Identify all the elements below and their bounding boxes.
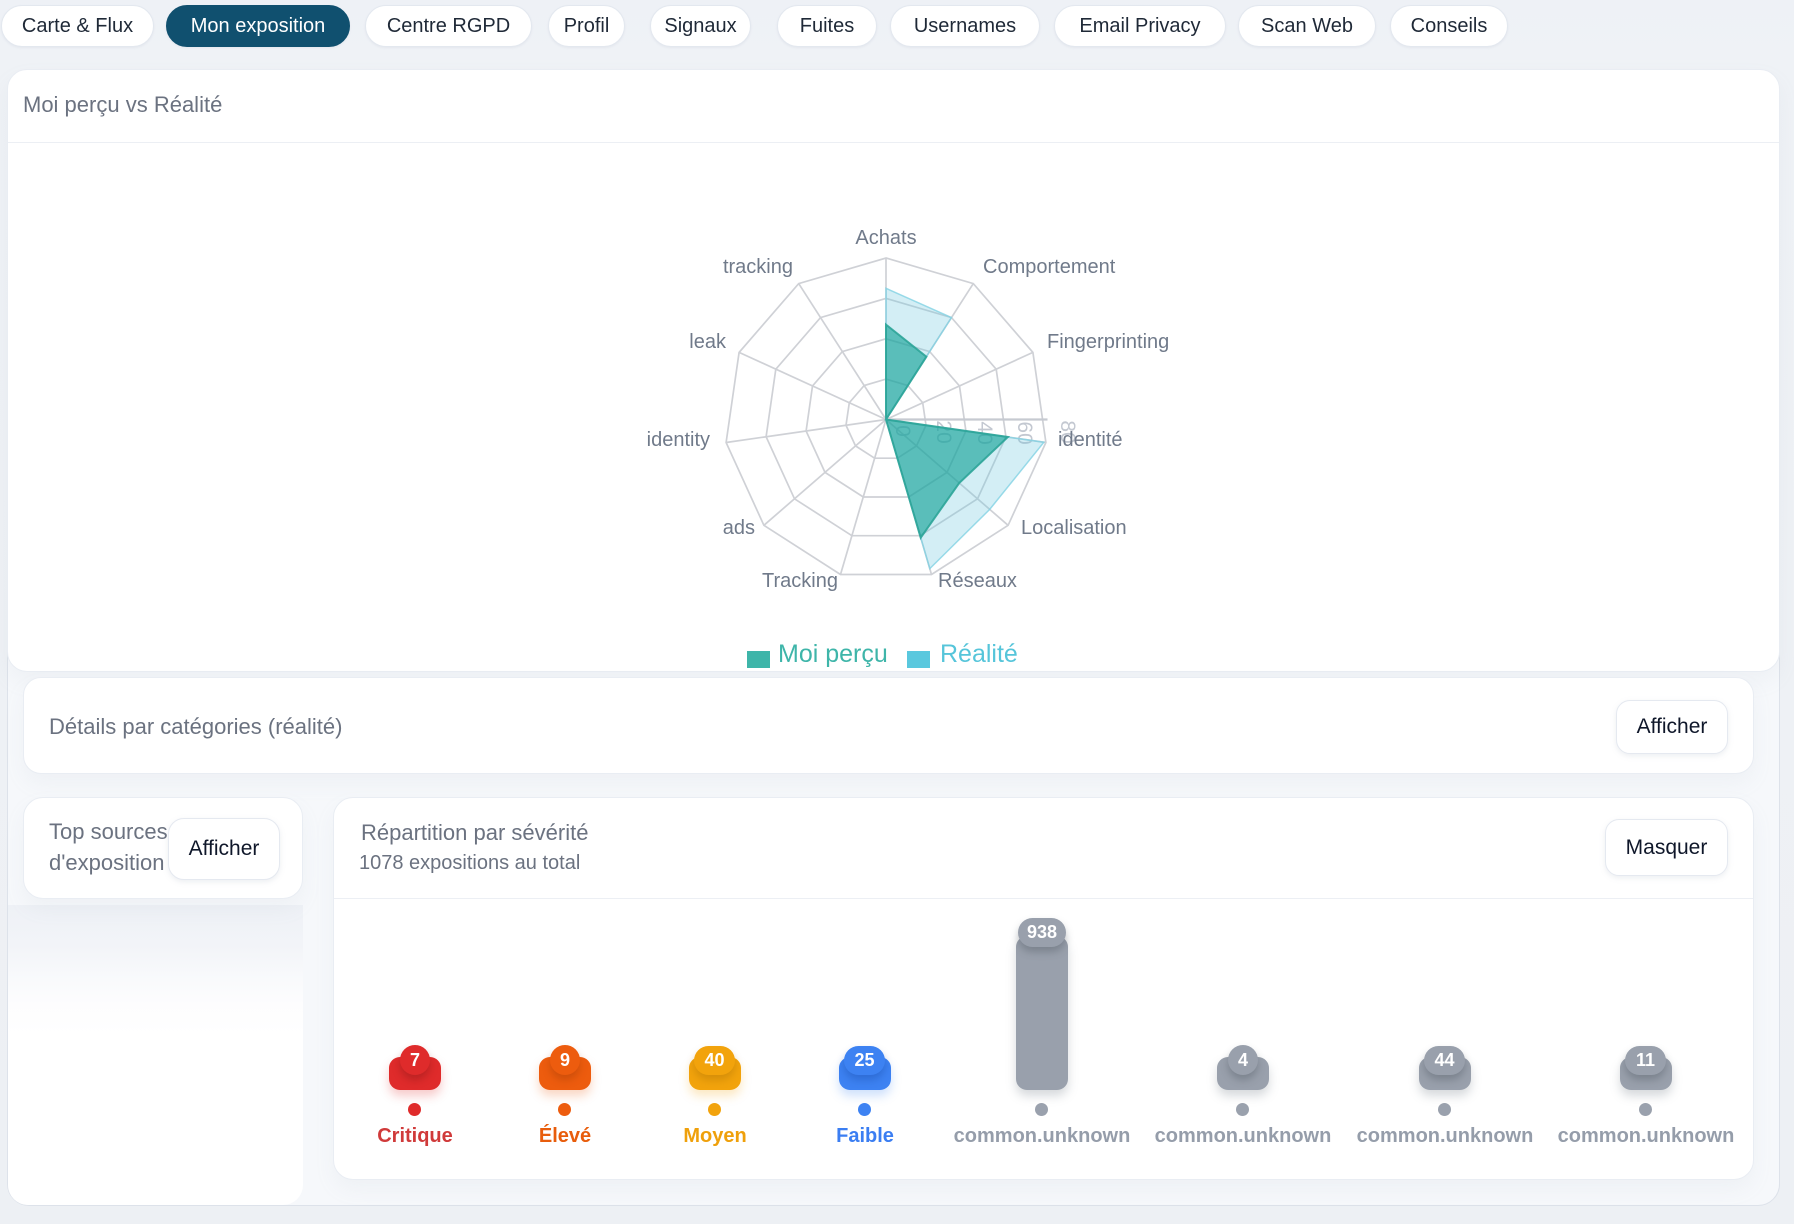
svg-text:tracking: tracking [723, 256, 793, 278]
svg-text:Achats: Achats [855, 227, 916, 249]
svg-text:ads: ads [723, 517, 755, 539]
svg-text:Réseaux: Réseaux [938, 570, 1017, 592]
svg-text:identity: identity [647, 429, 710, 451]
svg-text:Fingerprinting: Fingerprinting [1047, 331, 1169, 353]
svg-text:identité: identité [1058, 429, 1123, 451]
svg-text:80: 80 [1056, 420, 1079, 443]
svg-text:Comportement: Comportement [983, 256, 1116, 278]
svg-text:leak: leak [689, 331, 727, 353]
svg-text:Localisation: Localisation [1021, 517, 1127, 539]
svg-text:Tracking: Tracking [762, 570, 838, 592]
